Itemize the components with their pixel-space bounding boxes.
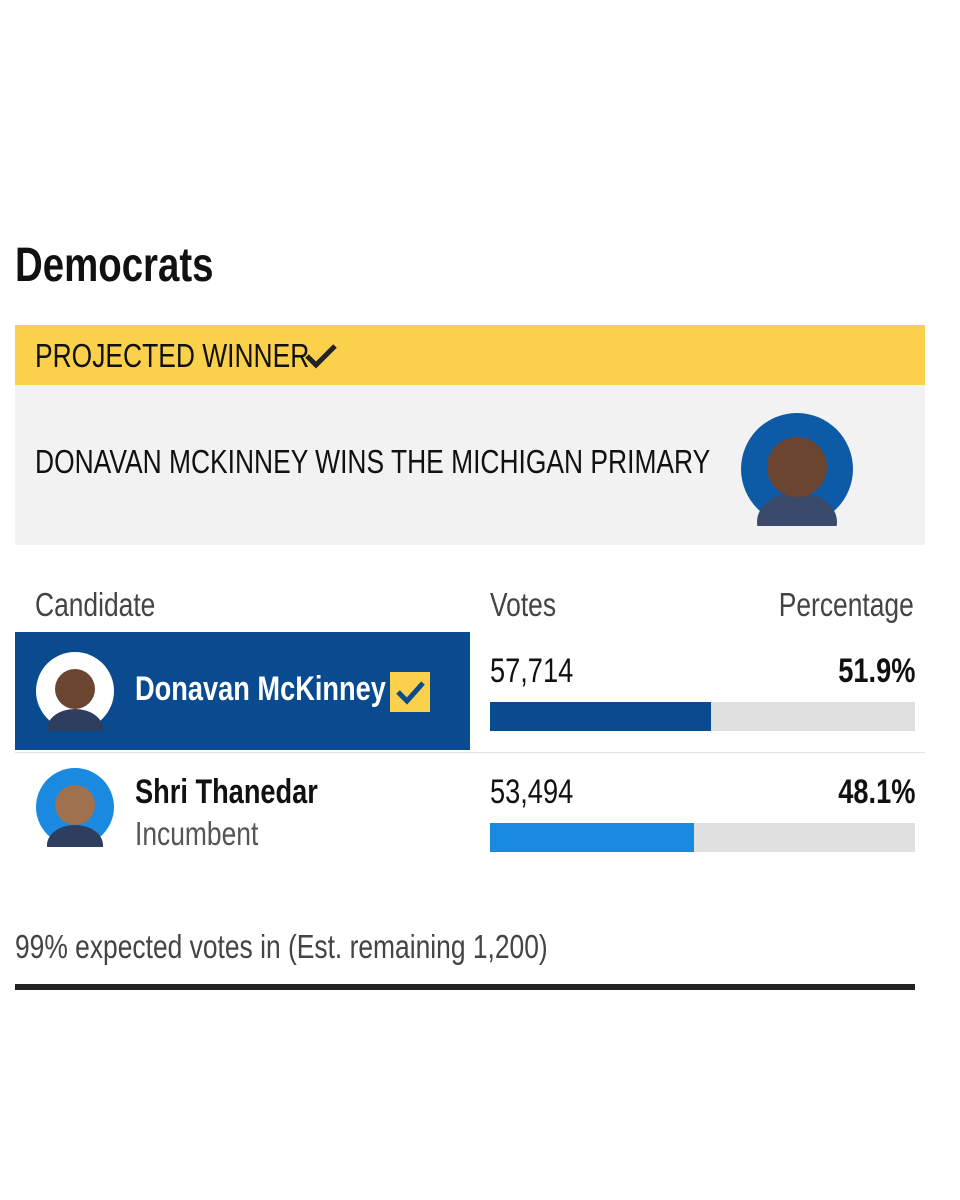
winner-check [390,672,430,712]
vote-bar [490,702,711,731]
candidate-photo [741,413,853,526]
bar-track [490,702,915,731]
header-votes: Votes [490,586,557,623]
candidate-name: Donavan McKinney [135,670,449,709]
percentage: 48.1% [819,773,915,812]
banner-label: PROJECTED WINNER [35,337,310,374]
votes: 53,494 [490,773,594,812]
headline: DONAVAN MCKINNEY WINS THE MICHIGAN PRIMA… [35,443,711,480]
candidate-name-text: Shri Thanedar [135,773,318,811]
bottom-rule [15,984,915,990]
winner-banner: PROJECTED WINNER [15,325,925,385]
candidate-note-text: Incumbent [135,815,259,852]
votes-text: 53,494 [490,773,574,811]
percentage: 51.9% [819,652,915,691]
bar-track [490,823,915,852]
header-percentage: Percentage [778,586,914,623]
name-cell: Donavan McKinney [15,632,470,750]
header-candidate: Candidate [35,586,156,623]
candidate-photo [36,768,114,847]
percentage-text: 48.1% [837,773,915,811]
candidate-name-text: Donavan McKinney [135,670,386,708]
footer-note: 99% expected votes in (Est. remaining 1,… [15,928,548,965]
check-icon [305,344,337,369]
headline-box: DONAVAN MCKINNEY WINS THE MICHIGAN PRIMA… [15,385,925,545]
percentage-text: 51.9% [837,652,915,690]
candidate-photo [36,652,114,731]
result-row: Donavan McKinney 57,714 51.9% [15,632,925,750]
vote-bar [490,823,695,852]
result-row: Shri Thanedar Incumbent 53,494 48.1% [15,752,925,871]
candidate-name: Shri Thanedar [135,773,364,812]
section-title: Democrats [15,239,214,292]
votes-text: 57,714 [490,652,574,690]
candidate-note: Incumbent [135,815,289,853]
name-cell: Shri Thanedar Incumbent [15,753,470,871]
votes: 57,714 [490,652,594,691]
